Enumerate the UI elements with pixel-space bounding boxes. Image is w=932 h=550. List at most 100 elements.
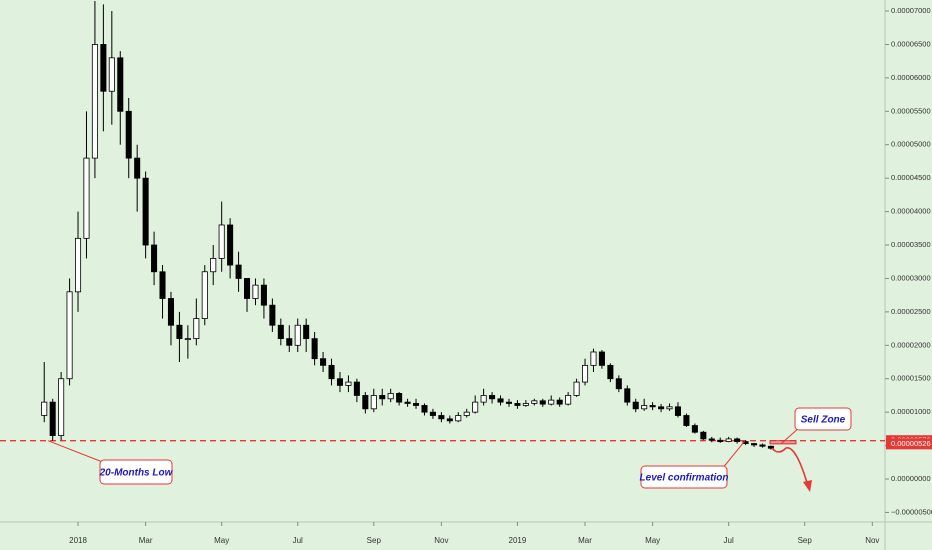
candle-body xyxy=(210,257,217,273)
candle-body xyxy=(674,406,681,416)
y-tick-label: 0.00001500 xyxy=(891,374,931,383)
candle-body xyxy=(379,395,386,400)
candle-body xyxy=(353,381,360,396)
candle-body xyxy=(658,406,665,410)
x-tick-label: Sep xyxy=(367,536,382,545)
candle-body xyxy=(421,405,428,413)
y-tick-label: 0.00005500 xyxy=(891,106,931,115)
candle-body xyxy=(446,418,453,422)
candle-body xyxy=(303,324,310,340)
candle-body xyxy=(531,400,538,404)
candle-body xyxy=(184,338,191,341)
candle-body xyxy=(624,388,631,403)
candle-body xyxy=(708,438,715,441)
candle-body xyxy=(311,338,318,360)
x-tick-label: Nov xyxy=(434,536,448,545)
callout-line xyxy=(47,440,106,464)
candle-body xyxy=(277,324,284,340)
candle-body xyxy=(176,324,183,340)
candle-body xyxy=(404,401,411,404)
candle-body xyxy=(201,271,208,319)
candle-body xyxy=(438,415,445,420)
candle-body xyxy=(269,304,276,326)
callout-line xyxy=(721,440,746,470)
candle-body xyxy=(167,298,174,326)
candle-body xyxy=(759,444,766,447)
candle-body xyxy=(751,443,758,446)
candle-body xyxy=(725,438,732,442)
x-tick-label: May xyxy=(214,536,229,545)
candle-body xyxy=(598,351,605,366)
y-tick-label: 0.00003000 xyxy=(891,273,931,282)
callout-box xyxy=(640,465,728,489)
candle-body xyxy=(100,44,107,92)
y-tick-label: 0.00004500 xyxy=(891,173,931,182)
candle-body xyxy=(83,157,90,239)
candle-body xyxy=(260,284,267,306)
candle-body xyxy=(480,395,487,403)
candle-body xyxy=(641,405,648,410)
candle-body xyxy=(505,401,512,404)
candle-body xyxy=(58,378,65,436)
candle-body xyxy=(218,224,225,259)
candle-body xyxy=(497,398,504,403)
candle-body xyxy=(472,401,479,413)
price-label: 0.00000526 xyxy=(891,439,931,448)
candle-body xyxy=(41,401,48,416)
candle-body xyxy=(193,318,200,340)
callout-box xyxy=(99,459,173,485)
x-tick-label: Jul xyxy=(724,536,734,545)
y-tick-label: 0.00002000 xyxy=(891,340,931,349)
candle-body xyxy=(582,364,589,383)
candle-body xyxy=(286,338,293,346)
y-tick-label: 0.00001000 xyxy=(891,407,931,416)
price-label-bg xyxy=(886,438,932,450)
candle-body xyxy=(573,381,580,396)
candle-body xyxy=(134,157,141,179)
x-tick-label: 2018 xyxy=(69,536,87,545)
y-tick-label: 0.00000000 xyxy=(891,474,931,483)
candle-body xyxy=(615,378,622,390)
candle-body xyxy=(691,425,698,433)
candle-body xyxy=(235,264,242,279)
candle-body xyxy=(159,271,166,299)
candle-body xyxy=(734,438,741,442)
candle-body xyxy=(607,364,614,380)
callout-box xyxy=(794,407,852,431)
y-tick-label: 0.00006000 xyxy=(891,73,931,82)
candle-body xyxy=(362,395,369,410)
y-tick-label: −0.00000500 xyxy=(891,507,932,516)
candle-body xyxy=(649,405,656,408)
candle-body xyxy=(429,411,436,416)
x-tick-label: May xyxy=(645,536,660,545)
y-tick-label: 0.00002500 xyxy=(891,307,931,316)
candle-body xyxy=(294,324,301,346)
candle-body xyxy=(565,395,572,405)
x-tick-label: Mar xyxy=(578,536,592,545)
x-tick-label: Nov xyxy=(865,536,879,545)
candle-body xyxy=(666,406,673,410)
forecast-arrow xyxy=(771,447,809,487)
x-tick-label: 2019 xyxy=(509,536,527,545)
y-tick-label: 0.00006500 xyxy=(891,39,931,48)
x-tick-label: Jul xyxy=(293,536,303,545)
candle-body xyxy=(252,284,259,299)
candle-body xyxy=(539,400,546,405)
candle-body xyxy=(455,415,462,422)
annotation: Level confirmation xyxy=(640,473,729,484)
candle-body xyxy=(413,403,420,406)
candle-body xyxy=(556,399,563,405)
candle-body xyxy=(489,395,496,400)
candle-body xyxy=(548,399,555,405)
candle-body xyxy=(683,415,690,426)
candle-body xyxy=(75,237,82,293)
candle-body xyxy=(463,411,470,416)
candle-body xyxy=(328,364,335,380)
candle-body xyxy=(117,57,124,112)
y-tick-label: 0.00003500 xyxy=(891,240,931,249)
candle-body xyxy=(227,224,234,266)
candle-body xyxy=(514,403,521,406)
